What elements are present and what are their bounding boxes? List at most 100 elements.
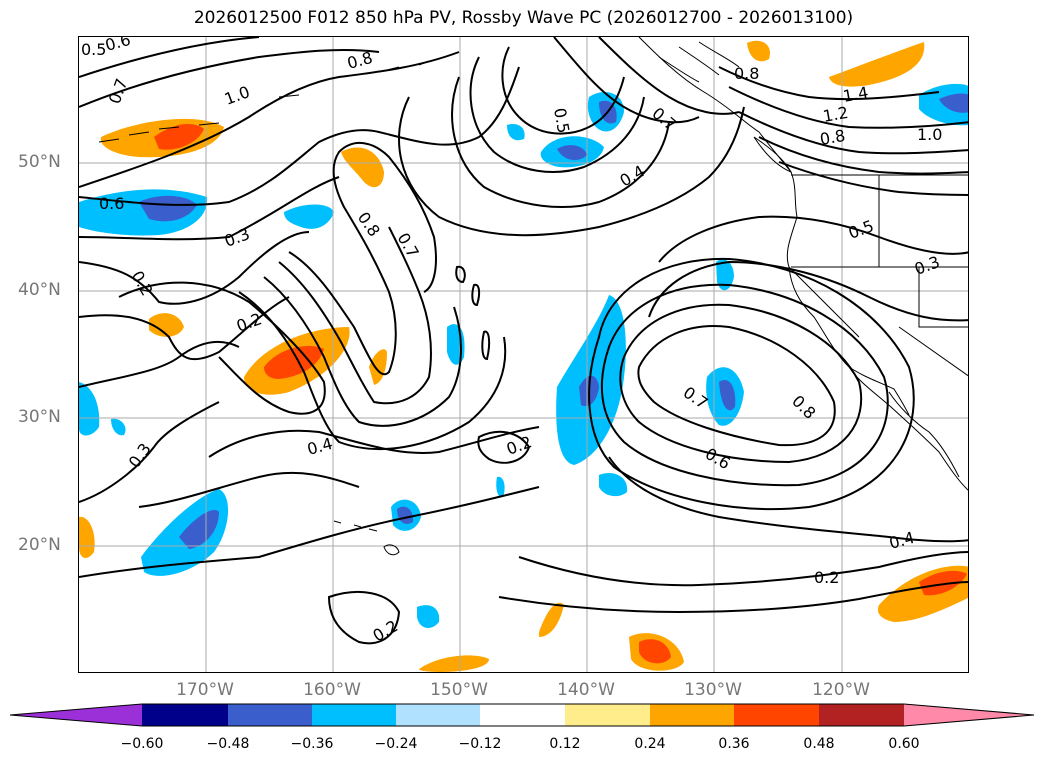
contour-label: 0.6: [103, 37, 133, 55]
pv-contour: [718, 66, 940, 101]
positive-anomaly-patch: [154, 124, 204, 150]
colorbar-tick-label: 0.36: [718, 736, 750, 752]
map-panel[interactable]: 0.5 0.6 0.7 1.0 0.8 0.6 0.3 0.2 0.2 0.8 …: [78, 36, 969, 673]
negative-anomaly-patch: [111, 418, 126, 436]
pv-contour: [600, 283, 889, 487]
lon-label-150w: 150°W: [430, 680, 488, 700]
map-canvas: 0.5 0.6 0.7 1.0 0.8 0.6 0.3 0.2 0.2 0.8 …: [79, 37, 968, 672]
negative-anomaly-patch: [939, 93, 968, 113]
negative-anomaly-patch: [79, 382, 100, 436]
colorbar-graphic: [9, 703, 1035, 727]
pv-contour: [79, 231, 310, 305]
pv-contour: [118, 281, 326, 415]
colorbar-outline: [9, 703, 1035, 727]
positive-anomaly-patch: [79, 516, 95, 559]
negative-anomaly-patch: [599, 472, 628, 497]
contour-label: 1.0: [222, 82, 252, 109]
negative-anomaly-patch: [447, 324, 465, 365]
alaska-panhandle-islands: [658, 41, 740, 83]
colorbar-tick-label: 0.12: [549, 736, 581, 752]
positive-anomaly-patch: [539, 602, 564, 637]
colorbar-tick-label: 0.48: [803, 736, 835, 752]
lat-label-20n: 20°N: [18, 535, 61, 555]
lon-label-120w: 120°W: [812, 680, 870, 700]
pv-contours: [79, 37, 968, 645]
pv-contour: [278, 226, 432, 405]
contour-label: 0.4: [617, 161, 649, 190]
pv-contour: [79, 48, 380, 108]
contour-label: 0.5: [81, 40, 106, 59]
pv-contour: [398, 96, 745, 237]
colorbar-tick-label: −0.36: [290, 736, 334, 752]
colorbar-tick-label: −0.48: [206, 736, 250, 752]
positive-anomaly-patch: [369, 349, 387, 385]
positive-anomaly-patch: [419, 655, 489, 672]
lon-label-170w: 170°W: [176, 680, 234, 700]
negative-anomaly-patch: [139, 195, 197, 222]
positive-anomaly-patch: [919, 570, 967, 596]
colorbar-tick-label: 0.60: [888, 736, 920, 752]
negative-anomaly-patch: [284, 204, 334, 229]
pv-contour: [469, 56, 645, 173]
colorbar-segment: [480, 704, 565, 726]
pv-contour: [477, 430, 531, 464]
pv-contour: [79, 340, 240, 388]
pv-contour: [518, 551, 968, 587]
colorbar-segment: [650, 704, 734, 726]
contour-label: 0.5: [550, 106, 573, 134]
contour-label: 0.2: [234, 309, 264, 336]
contour-label: 0.3: [912, 252, 942, 279]
positive-anomaly-patch: [639, 639, 671, 664]
lat-label-50n: 50°N: [18, 152, 61, 172]
pv-contour: [501, 46, 625, 135]
contour-label: 0.4: [887, 528, 917, 553]
hawaiian-islands: [333, 520, 400, 556]
colorbar-extend-max: [904, 704, 1034, 726]
pv-contour: [758, 136, 968, 175]
pv-contour: [138, 471, 360, 508]
positive-anomaly-patch: [341, 147, 384, 188]
contour-label: 0.3: [125, 440, 155, 472]
contour-label: 0.5: [846, 216, 876, 243]
contour-label: 0.6: [702, 444, 734, 473]
negative-anomaly-patch: [716, 259, 734, 291]
pv-contour: [79, 176, 340, 241]
pv-contour: [79, 37, 260, 78]
map-title: 2026012500 F012 850 hPa PV, Rossby Wave …: [193, 8, 854, 28]
contour-label: 0.8: [345, 48, 375, 73]
pv-contour: [728, 86, 968, 129]
positive-anomaly-patch: [747, 40, 770, 62]
lat-label-30n: 30°N: [18, 407, 61, 427]
pv-contour: [451, 76, 670, 208]
pv-contour: [608, 456, 968, 543]
pv-contour: [648, 260, 968, 322]
colorbar-segment: [312, 704, 396, 726]
pv-contour: [481, 330, 491, 361]
lat-label-40n: 40°N: [18, 280, 61, 300]
contour-labels: 0.5 0.6 0.7 1.0 0.8 0.6 0.3 0.2 0.2 0.8 …: [81, 37, 942, 645]
negative-anomaly-patch: [557, 145, 587, 161]
colorbar-segment: [734, 704, 819, 726]
vancouver-island: [753, 136, 793, 174]
contour-label: 0.4: [305, 434, 335, 459]
colorbar-segment: [228, 704, 312, 726]
negative-anomaly-patch: [417, 605, 440, 629]
shaded-anomalies: [79, 40, 968, 672]
colorbar-segment: [565, 704, 650, 726]
pv-contour: [738, 111, 968, 155]
baja-california: [848, 366, 960, 478]
negative-anomaly-patch: [507, 123, 525, 141]
pv-contour: [327, 591, 401, 645]
pv-contour: [238, 291, 507, 451]
colorbar-tick-label: −0.24: [374, 736, 418, 752]
pv-contour: [455, 265, 466, 284]
contour-label: 0.7: [105, 76, 132, 106]
pv-contour: [778, 161, 968, 196]
colorbar-tick-label: −0.12: [458, 736, 502, 752]
pv-contour: [471, 283, 481, 307]
pv-contour: [553, 37, 700, 124]
pv-contour: [658, 215, 968, 263]
lon-label-160w: 160°W: [303, 680, 361, 700]
contour-label: 0.7: [394, 230, 423, 262]
colorbar-extend-min: [10, 704, 142, 726]
